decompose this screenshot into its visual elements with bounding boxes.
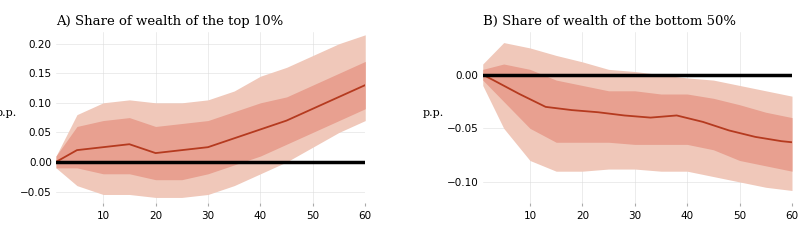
Text: A) Share of wealth of the top 10%: A) Share of wealth of the top 10% <box>56 15 283 28</box>
Y-axis label: p.p.: p.p. <box>422 108 443 118</box>
Text: B) Share of wealth of the bottom 50%: B) Share of wealth of the bottom 50% <box>482 15 736 28</box>
Y-axis label: p.p.: p.p. <box>0 108 17 118</box>
